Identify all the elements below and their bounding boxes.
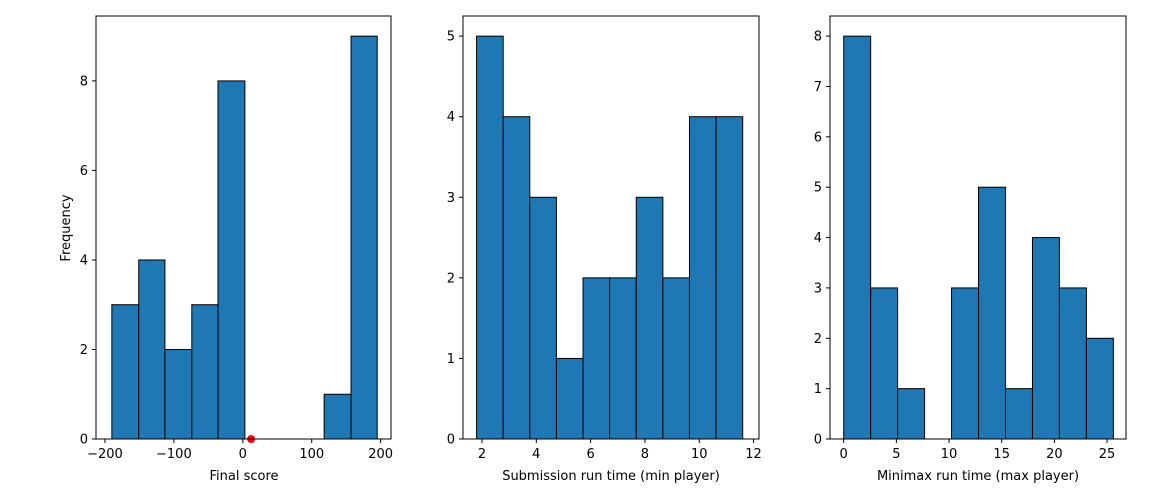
submission-runtime-ytick-label-4: 4 bbox=[447, 110, 455, 125]
minimax-runtime-ytick-label-5: 5 bbox=[814, 181, 822, 196]
minimax-runtime-bar-1 bbox=[870, 287, 899, 440]
minimax-runtime-bar-0 bbox=[843, 35, 872, 440]
final-score-bar-2 bbox=[164, 348, 193, 440]
submission-runtime-bar-7 bbox=[662, 277, 690, 440]
submission-runtime-bar-4 bbox=[582, 277, 611, 440]
minimax-runtime-xtick-label-0: 0 bbox=[840, 447, 848, 462]
minimax-runtime-bar-6 bbox=[1004, 388, 1033, 440]
minimax-runtime-ytick-label-3: 3 bbox=[814, 281, 822, 296]
minimax-runtime-xtick-label-1: 5 bbox=[892, 447, 900, 462]
minimax-runtime-ytick-label-6: 6 bbox=[814, 130, 822, 145]
submission-runtime-ytick-label-5: 5 bbox=[447, 30, 455, 45]
minimax-runtime-bar-5 bbox=[978, 186, 1006, 440]
minimax-runtime-bar-8 bbox=[1058, 287, 1087, 440]
submission-runtime-ytick-label-3: 3 bbox=[447, 191, 455, 206]
submission-runtime-xtick-label-2: 6 bbox=[586, 447, 594, 462]
final-score-bar-9 bbox=[350, 35, 378, 440]
final-score-ytick-label-4: 8 bbox=[80, 74, 88, 89]
submission-runtime-bar-6 bbox=[635, 196, 664, 440]
submission-runtime-xtick-label-1: 4 bbox=[532, 447, 540, 462]
final-score-xtick-label-1: −100 bbox=[156, 447, 192, 462]
minimax-runtime-ytick-label-8: 8 bbox=[814, 30, 822, 45]
submission-runtime-bar-2 bbox=[529, 196, 557, 440]
minimax-runtime-bar-4 bbox=[951, 287, 980, 440]
minimax-runtime-histogram: Minimax run time (max player) 0 5 10 15 20 25… bbox=[814, 15, 1127, 484]
final-score-histogram: Final score Frequency −200 −100 0 100 200 0 2 4… bbox=[59, 15, 393, 484]
final-score-ytick-label-3: 6 bbox=[80, 164, 88, 179]
submission-runtime-bar-5 bbox=[609, 277, 637, 440]
minimax-runtime-bar-9 bbox=[1085, 337, 1114, 440]
final-score-axes-frame bbox=[95, 15, 392, 440]
submission-runtime-axes-frame bbox=[462, 15, 760, 440]
submission-runtime-bar-0 bbox=[476, 35, 504, 440]
minimax-runtime-xlabel: Minimax run time (max player) bbox=[877, 469, 1079, 484]
minimax-runtime-ytick-label-0: 0 bbox=[814, 433, 822, 448]
submission-runtime-bar-8 bbox=[688, 116, 717, 440]
final-score-bar-3 bbox=[191, 304, 219, 440]
final-score-xtick-label-0: −200 bbox=[87, 447, 123, 462]
submission-runtime-ytick-label-2: 2 bbox=[447, 271, 455, 286]
minimax-runtime-xtick-label-2: 10 bbox=[941, 447, 958, 462]
minimax-runtime-ytick-label-7: 7 bbox=[814, 80, 822, 95]
final-score-xtick-label-2: 0 bbox=[239, 447, 247, 462]
minimax-runtime-axes-frame bbox=[829, 15, 1127, 440]
submission-runtime-xtick-label-0: 2 bbox=[478, 447, 486, 462]
minimax-runtime-xtick-label-5: 25 bbox=[1099, 447, 1116, 462]
final-score-ytick-label-1: 2 bbox=[80, 343, 88, 358]
minimax-runtime-ytick-label-2: 2 bbox=[814, 332, 822, 347]
final-score-xtick-label-3: 100 bbox=[299, 447, 324, 462]
final-score-ytick-label-2: 4 bbox=[80, 253, 88, 268]
submission-runtime-ytick-label-1: 1 bbox=[447, 352, 455, 367]
submission-runtime-bar-9 bbox=[715, 116, 744, 440]
final-score-bar-0 bbox=[111, 304, 140, 440]
minimax-runtime-ytick-label-1: 1 bbox=[814, 382, 822, 397]
final-score-ylabel: Frequency bbox=[59, 194, 74, 261]
submission-runtime-xtick-label-4: 10 bbox=[691, 447, 708, 462]
final-score-bar-1 bbox=[138, 259, 166, 440]
submission-runtime-xlabel: Submission run time (min player) bbox=[502, 469, 720, 484]
submission-runtime-xtick-label-5: 12 bbox=[745, 447, 762, 462]
submission-runtime-bar-1 bbox=[502, 116, 531, 440]
submission-runtime-ytick-label-0: 0 bbox=[447, 433, 455, 448]
submission-runtime-histogram: Submission run time (min player) 2 4 6 8 10 1… bbox=[447, 15, 762, 484]
final-score-bar-8 bbox=[323, 393, 352, 440]
final-score-ytick-label-0: 0 bbox=[80, 433, 88, 448]
minimax-runtime-bar-2 bbox=[897, 388, 926, 440]
final-score-xtick-label-4: 200 bbox=[368, 447, 393, 462]
minimax-runtime-xtick-label-4: 20 bbox=[1046, 447, 1063, 462]
minimax-runtime-xtick-label-3: 15 bbox=[993, 447, 1010, 462]
final-score-bar-4 bbox=[217, 80, 246, 440]
final-score-xlabel: Final score bbox=[209, 469, 278, 484]
minimax-runtime-bar-7 bbox=[1031, 237, 1060, 440]
submission-runtime-xtick-label-3: 8 bbox=[641, 447, 649, 462]
minimax-runtime-ytick-label-4: 4 bbox=[814, 231, 822, 246]
submission-runtime-bar-3 bbox=[555, 357, 584, 440]
